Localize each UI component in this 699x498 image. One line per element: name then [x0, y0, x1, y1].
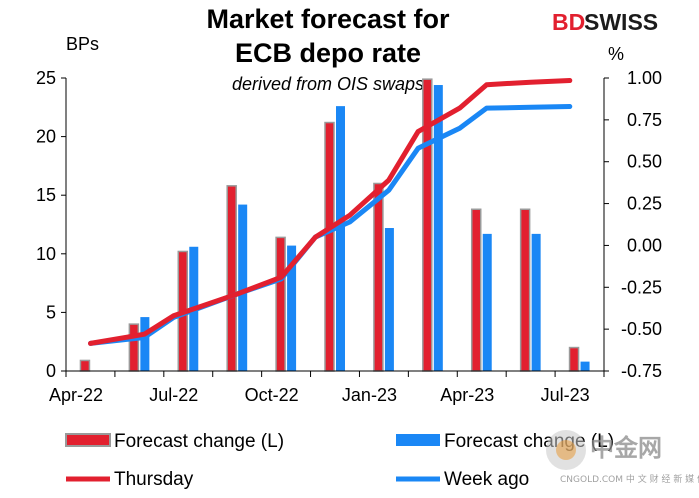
bar-forecast-change-blue — [336, 106, 345, 372]
legend-label-line-red: Thursday — [114, 469, 194, 490]
brand-part1: BD — [552, 9, 585, 35]
left-tick-label: 10 — [36, 244, 56, 264]
left-tick-label: 0 — [46, 361, 56, 381]
left-tick-label: 25 — [36, 68, 56, 88]
x-tick-label: Jul-22 — [149, 385, 198, 405]
bar-forecast-change-blue — [433, 85, 443, 372]
right-tick-label: -0.75 — [621, 361, 662, 381]
cngold-watermark: 中金网 CNGOLD.COM 中 文 财 经 新 媒 体 — [546, 430, 699, 485]
right-tick-label: 0.50 — [627, 152, 662, 172]
legend-swatch-bar-blue — [396, 434, 440, 446]
bar-forecast-change-blue — [482, 233, 492, 371]
x-tick-label: Jul-23 — [541, 385, 590, 405]
watermark-main: 中金网 — [590, 434, 662, 462]
right-tick-label: 0.75 — [627, 110, 662, 130]
right-axis: 1.00 0.75 0.50 0.25 0.00 -0.25 -0.50 -0.75 — [603, 68, 662, 381]
left-axis: 0 5 10 15 20 25 — [36, 68, 67, 381]
bar-forecast-change-blue — [238, 204, 248, 371]
x-tick-label: Apr-22 — [49, 385, 103, 405]
bar-forecast-change-red — [226, 185, 237, 372]
x-tick-label: Jan-23 — [342, 385, 397, 405]
brand-part2: SWISS — [584, 9, 658, 35]
bar-forecast-change-red — [373, 182, 384, 372]
line-thursday — [88, 78, 573, 346]
legend-label-line-blue: Week ago — [444, 469, 529, 490]
x-axis: Apr-22 Jul-22 Oct-22 Jan-23 Apr-23 Jul-23 — [49, 370, 605, 405]
right-tick-label: -0.50 — [621, 319, 662, 339]
chart-subtitle: derived from OIS swaps — [232, 74, 424, 94]
right-tick-label: 1.00 — [627, 68, 662, 88]
bar-forecast-change-blue — [287, 245, 297, 371]
bar-forecast-change-blue — [140, 317, 150, 371]
bar-forecast-change-red — [275, 236, 286, 372]
bar-forecast-change-red — [470, 208, 482, 372]
left-tick-label: 15 — [36, 185, 56, 205]
left-tick-label: 5 — [46, 302, 56, 322]
bar-forecast-change-blue — [580, 361, 590, 371]
x-tick-label: Apr-23 — [440, 385, 494, 405]
bar-forecast-change-red — [79, 359, 91, 372]
chart-title-line2: ECB depo rate — [235, 38, 421, 68]
legend-label-bar-red: Forecast change (L) — [114, 431, 284, 452]
bar-forecast-change-red — [324, 121, 335, 372]
watermark-sub: CNGOLD.COM 中 文 财 经 新 媒 体 — [560, 473, 699, 485]
bdswiss-logo: BD SWISS — [552, 9, 658, 35]
right-tick-label: 0.00 — [627, 235, 662, 255]
watermark-emblem-core-icon — [556, 440, 576, 460]
right-tick-label: -0.25 — [621, 277, 662, 297]
legend-label-bar-blue: Forecast change (L) — [444, 431, 614, 452]
chart-title-line1: Market forecast for — [206, 4, 450, 34]
left-tick-label: 20 — [36, 127, 56, 147]
right-tick-label: 0.25 — [627, 194, 662, 214]
left-axis-unit: BPs — [66, 34, 99, 54]
right-axis-unit: % — [608, 44, 624, 64]
x-tick-label: Oct-22 — [245, 385, 299, 405]
line-series — [88, 78, 573, 346]
legend-swatch-bar-red — [65, 433, 111, 447]
bar-forecast-change-red — [128, 323, 140, 372]
bar-forecast-change-blue — [531, 233, 541, 371]
bar-forecast-change-blue — [384, 228, 394, 371]
bar-forecast-change-red — [519, 208, 531, 372]
bar-forecast-change-red — [568, 346, 580, 372]
legend: Forecast change (L) Forecast change (L) … — [65, 431, 614, 490]
